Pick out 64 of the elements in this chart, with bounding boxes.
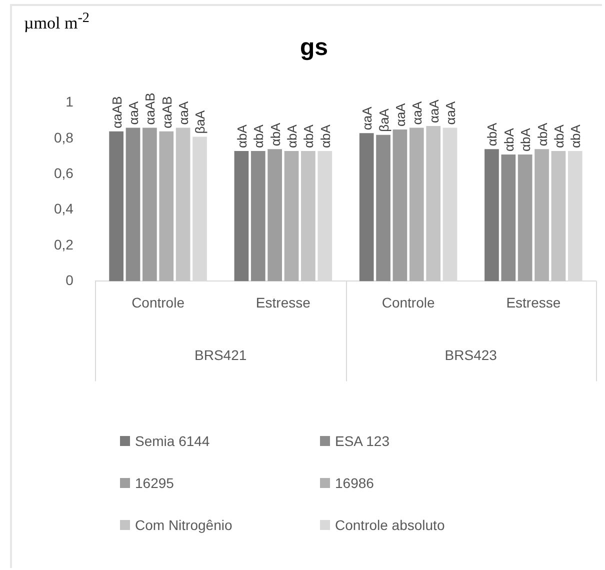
y-tick-label: 0,2 — [54, 236, 74, 252]
data-label: αbA — [318, 124, 333, 148]
data-label: αbA — [234, 124, 250, 148]
data-label: αbA — [518, 128, 534, 152]
bar — [142, 128, 157, 282]
y-tick-label: 0,8 — [54, 129, 74, 146]
data-label: αaA — [176, 101, 192, 125]
text: BRS423 — [444, 347, 498, 364]
data-label: βaA — [376, 108, 392, 132]
data-label: αbA — [268, 122, 283, 146]
bar — [551, 150, 566, 282]
text: BRS421 — [194, 347, 247, 364]
x-tick-label: Estresse — [256, 294, 311, 310]
chart-title: gs — [300, 34, 328, 62]
data-label: αaA — [410, 101, 425, 125]
bar — [159, 131, 174, 282]
y-tick-label: 1 — [66, 94, 74, 110]
data-label: αaAB — [109, 96, 124, 128]
data-label: βaA — [192, 110, 208, 134]
legend-label: 16295 — [135, 475, 174, 491]
data-label: αbA — [301, 124, 316, 148]
legend-label: 16986 — [335, 475, 374, 491]
data-label: αaA — [426, 99, 442, 123]
y-tick-label: 0,4 — [54, 200, 74, 217]
legend-label: Semia 6144 — [135, 433, 210, 449]
data-label: αbA — [551, 124, 566, 148]
data-label: αbA — [534, 122, 550, 146]
bar — [301, 150, 316, 282]
x-tick-label: Controle — [382, 294, 435, 310]
bar — [284, 150, 299, 282]
bar — [250, 150, 266, 282]
legend-label: ESA 123 — [335, 433, 390, 449]
y-tick-label: 0 — [66, 272, 74, 288]
bar — [359, 133, 374, 282]
data-label: αaAB — [159, 96, 174, 128]
x-tick-label: Controle — [132, 294, 185, 310]
bar — [376, 134, 390, 282]
data-label: αbA — [501, 128, 516, 152]
data-label: αbA — [568, 124, 584, 148]
legend-label: Controle absoluto — [335, 517, 445, 533]
data-label: αaA — [360, 106, 375, 130]
data-label: αaAB — [142, 92, 158, 125]
bar — [426, 126, 440, 282]
bar — [109, 131, 124, 282]
data-label: αaA — [392, 102, 408, 127]
data-label: αaA — [443, 101, 458, 125]
bar — [126, 128, 140, 282]
bar — [518, 154, 532, 282]
bar — [534, 149, 549, 282]
y-axis-title: µmol m$^{-2}$ — [24, 10, 90, 34]
y-tick-label: 0,6 — [54, 165, 74, 182]
data-label: αbA — [284, 124, 300, 148]
bar — [234, 150, 249, 282]
bar — [176, 128, 190, 282]
data-label: αbA — [251, 124, 266, 148]
data-label: αaA — [126, 101, 141, 125]
bar — [392, 130, 408, 282]
bar — [484, 149, 499, 282]
bar — [268, 149, 282, 282]
x-tick-label: Estresse — [506, 294, 561, 310]
legend-label: Com Nitrogênio — [135, 517, 232, 533]
bar — [501, 154, 516, 282]
bar — [409, 128, 424, 282]
data-label: αbA — [484, 122, 500, 146]
